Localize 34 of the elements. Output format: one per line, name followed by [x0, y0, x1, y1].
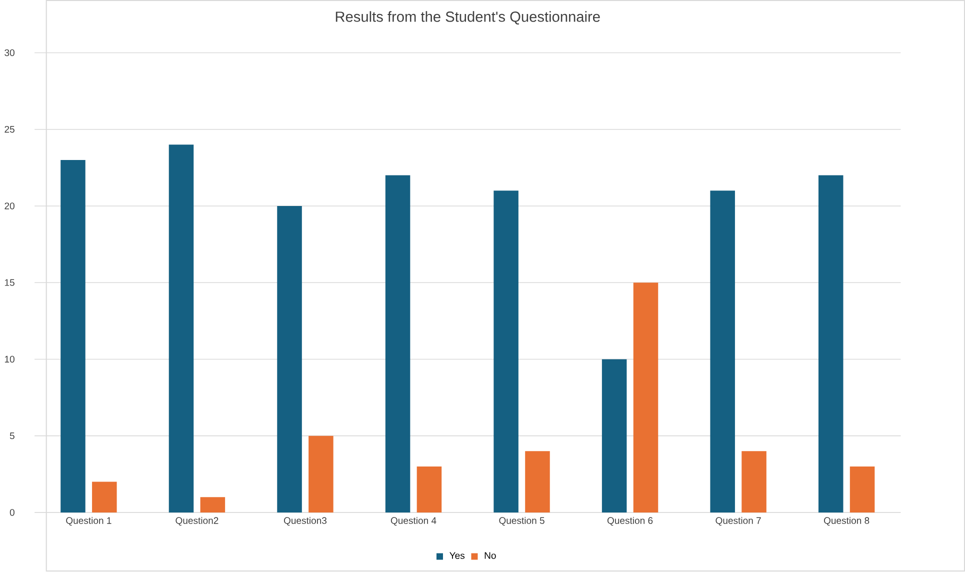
x-tick-label: Question 5	[499, 517, 544, 526]
legend-label: Yes	[450, 552, 465, 560]
y-tick-label: 0	[10, 509, 14, 516]
x-tick-label: Question2	[176, 517, 218, 526]
bar	[818, 176, 844, 513]
x-tick-label: Question 8	[824, 517, 870, 526]
bar	[308, 436, 334, 513]
bar	[416, 466, 442, 513]
y-tick-label: 30	[4, 50, 14, 56]
bar	[92, 482, 117, 513]
y-tick-label: 10	[4, 356, 14, 363]
bar	[60, 160, 86, 513]
x-tick-label: Question 1	[66, 517, 112, 526]
bar	[602, 359, 627, 513]
y-tick-label: 5	[10, 432, 14, 440]
bar	[633, 282, 658, 513]
x-tick-label: Question 4	[390, 517, 436, 526]
bar	[710, 190, 735, 513]
bar	[494, 190, 518, 513]
bar	[742, 451, 766, 513]
x-tick-label: Question 7	[716, 517, 761, 526]
chart-title: Results from the Student's Questionnaire	[336, 11, 600, 25]
bar	[525, 451, 550, 513]
y-tick-label: 20	[4, 202, 14, 210]
legend-label: No	[484, 552, 496, 560]
bar	[168, 144, 194, 513]
y-tick-label: 15	[4, 280, 14, 286]
bar	[200, 497, 226, 513]
bar	[385, 176, 410, 513]
x-tick-label: Question 6	[607, 517, 653, 526]
x-tick-label: Question3	[284, 517, 327, 526]
bar	[277, 206, 302, 513]
bar	[850, 466, 875, 513]
y-tick-label: 25	[4, 126, 14, 133]
